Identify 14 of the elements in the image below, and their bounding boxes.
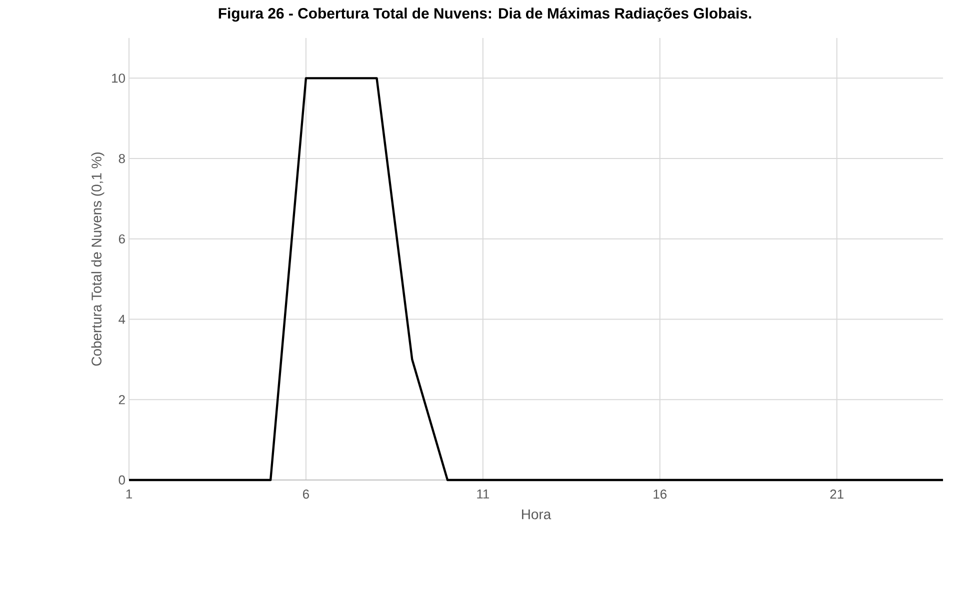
chart-title: Figura 26 - Cobertura Total de Nuvens: Dia de Máximas Radiações Globais. (218, 8, 752, 22)
x-tick-label: 1 (126, 490, 132, 498)
y-tick-label: 6 (118, 234, 125, 244)
y-tick-label: 4 (118, 314, 126, 324)
y-tick-label: 8 (118, 154, 125, 164)
x-tick-label: 16 (654, 490, 667, 499)
x-tick-label: 21 (830, 490, 844, 499)
y-tick-label: 10 (112, 74, 125, 83)
x-axis-title: Hora (522, 510, 552, 520)
x-tick-label: 6 (303, 490, 309, 499)
y-tick-label: 2 (118, 395, 125, 404)
y-axis-title: Cobertura Total de Nuvens (0,1 %) (91, 152, 104, 366)
y-tick-label: 0 (118, 475, 125, 485)
x-tick-label: 11 (477, 490, 490, 498)
